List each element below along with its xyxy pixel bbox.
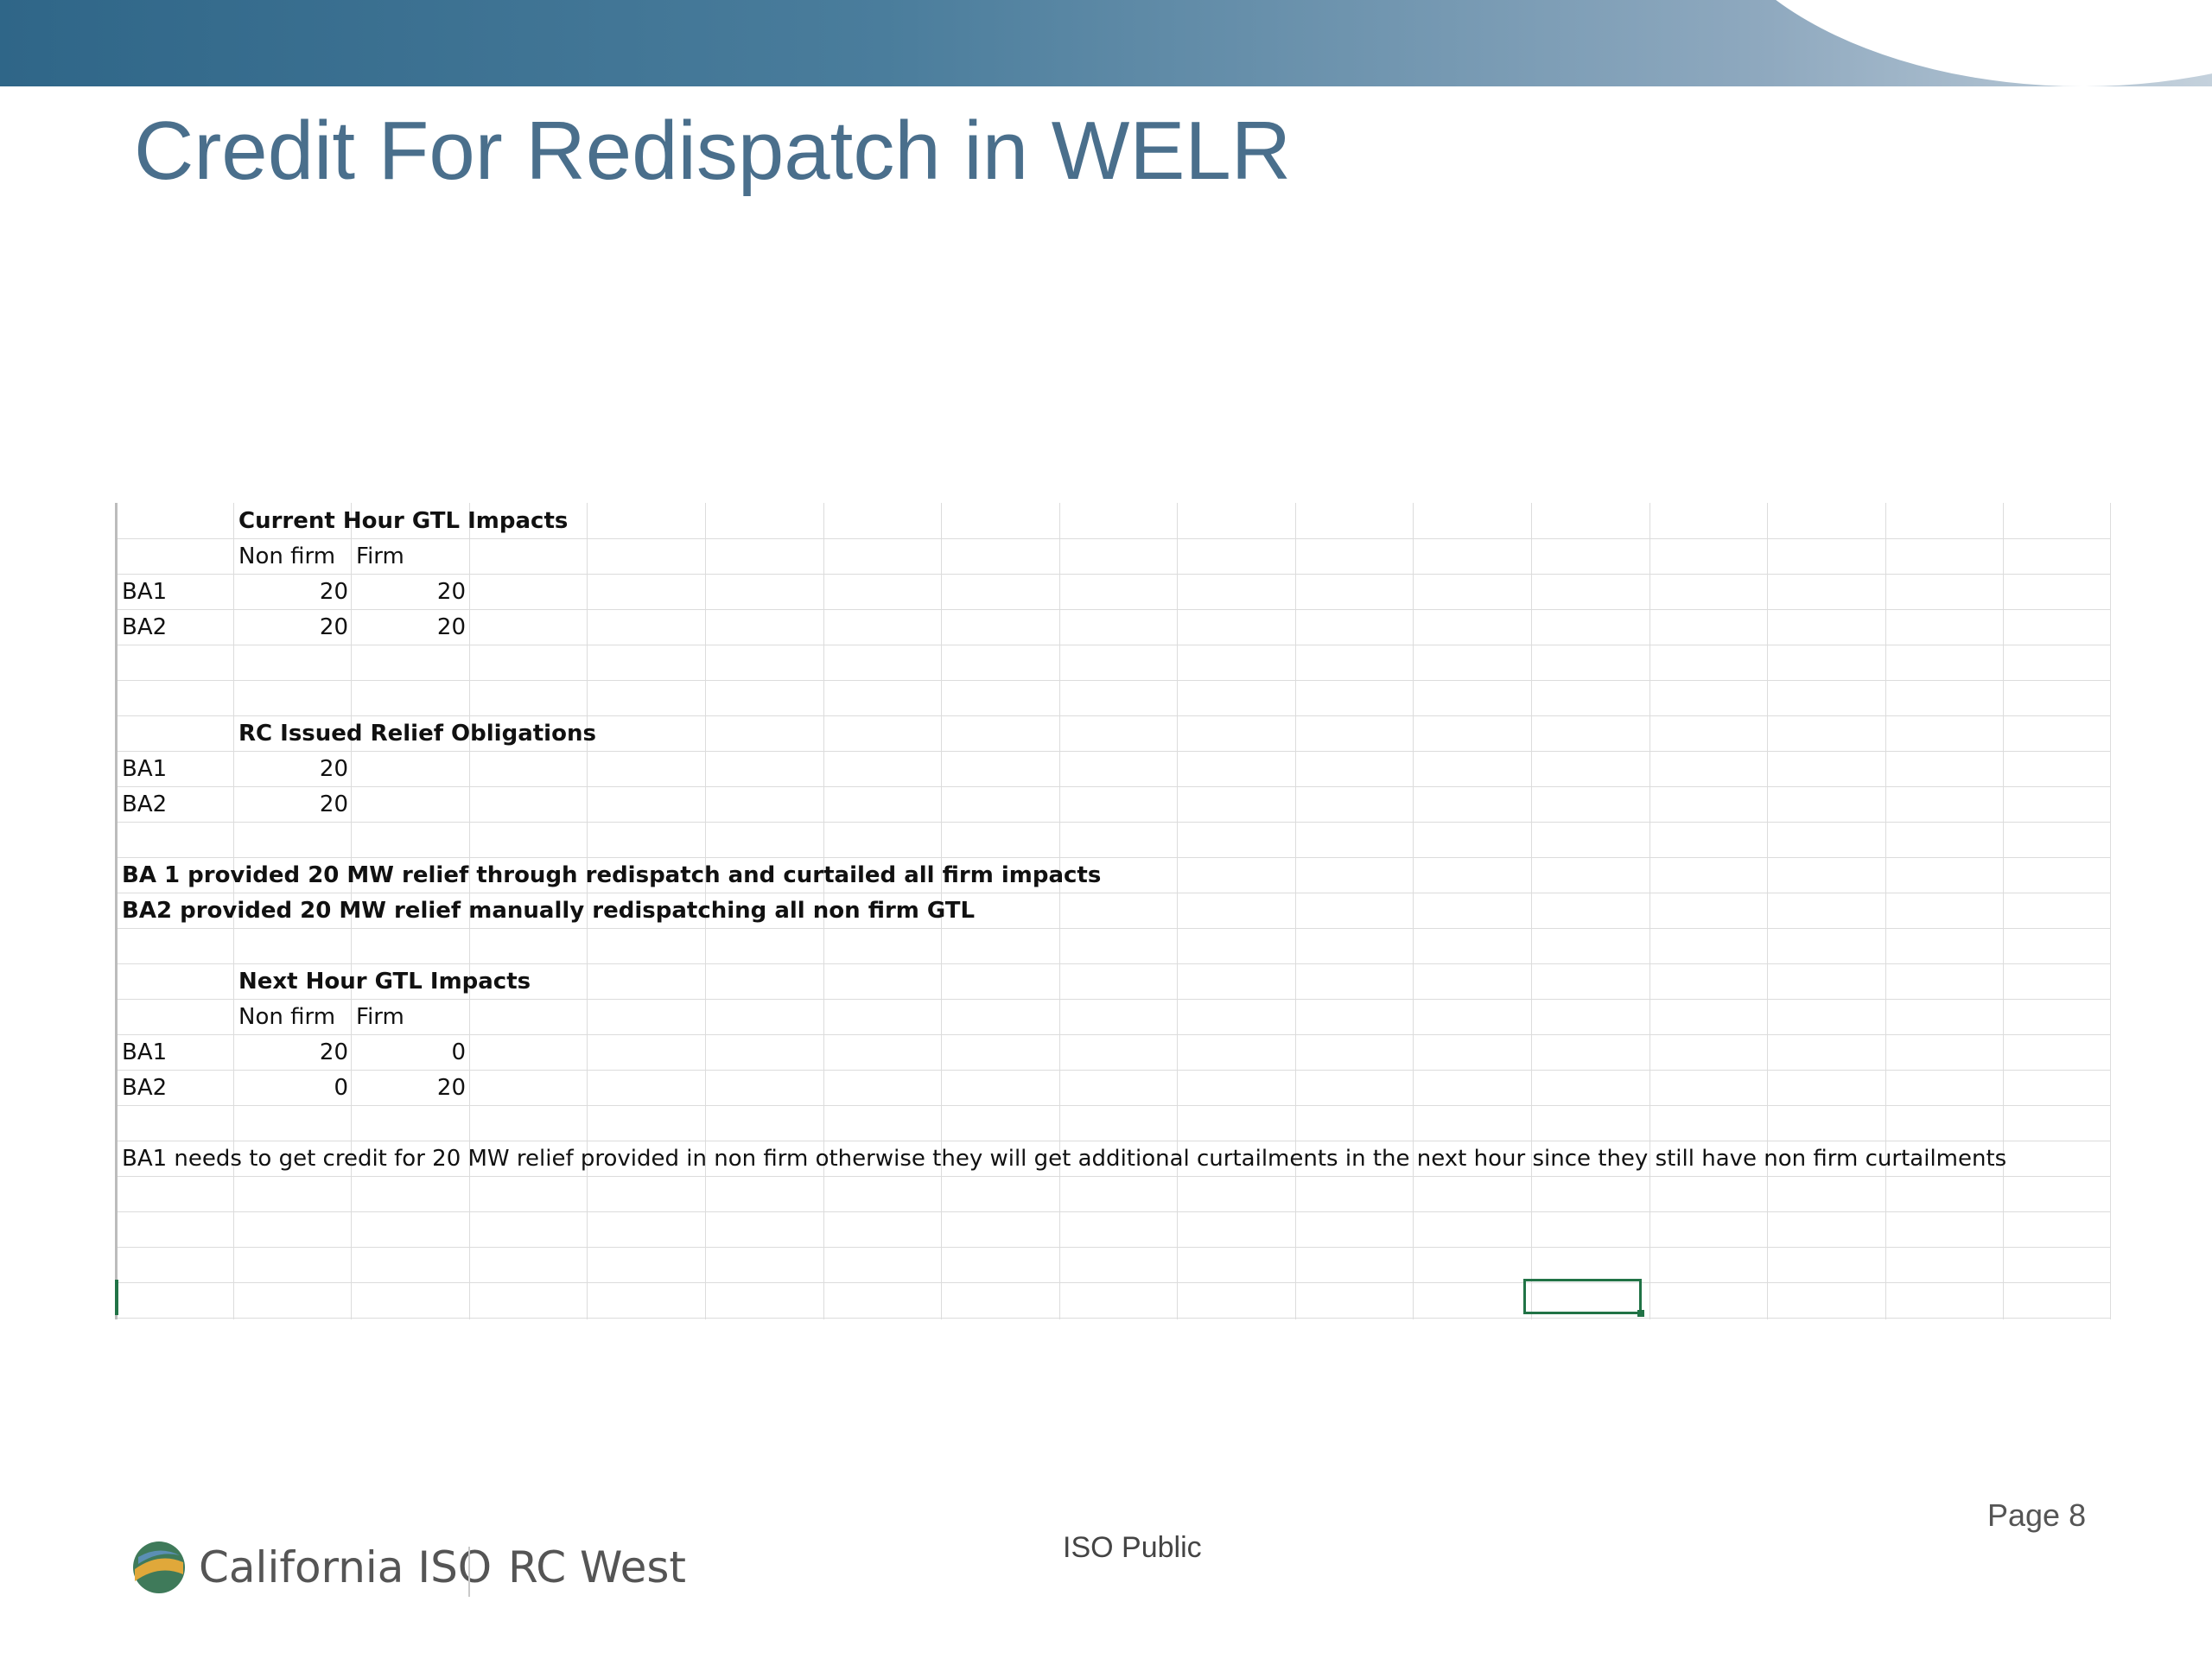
grid-column-line [1531,503,1532,1319]
grid-column-line [2110,503,2111,1319]
grid-column-line [587,503,588,1319]
relief-header: RC Issued Relief Obligations [238,721,596,747]
next-hour-header: Next Hour GTL Impacts [238,969,531,995]
current-hour-row-firm: 20 [436,579,466,605]
relief-row-value: 20 [319,756,348,782]
next-hour-row-nonfirm: 0 [334,1075,348,1101]
grid-row-line [115,1247,2111,1248]
grid-column-line [2003,503,2004,1319]
footer-classification: ISO Public [1063,1531,1202,1564]
grid-column-line [1177,503,1178,1319]
page-number: Page 8 [1987,1497,2087,1533]
grid-column-line [1767,503,1768,1319]
current-hour-col-firm: Firm [356,543,404,569]
selected-cell[interactable] [1523,1279,1642,1314]
slide-title: Credit For Redispatch in WELR [134,105,1292,197]
grid-row-line [115,786,2111,787]
grid-row-line [115,1070,2111,1071]
row-cursor-marker [115,1280,118,1315]
grid-row-line [115,715,2111,716]
relief-row-value: 20 [319,791,348,817]
next-hour-row-label: BA1 [122,1039,168,1065]
note-line: BA 1 provided 20 MW relief through redis… [122,862,1102,888]
current-hour-row-label: BA1 [122,579,168,605]
spreadsheet: Current Hour GTL Impacts Non firm Firm B… [115,503,2111,1319]
relief-row-label: BA2 [122,791,168,817]
banner-curve [1694,0,2212,86]
sheet-left-edge [115,503,118,1319]
brand-secondary: RC West [508,1542,686,1592]
relief-row-label: BA1 [122,756,168,782]
grid-row-line [115,1282,2111,1283]
grid-column-line [941,503,942,1319]
grid-column-line [469,503,470,1319]
grid-column-line [705,503,706,1319]
brand-primary: California ISO [199,1542,493,1592]
grid-row-line [115,1211,2111,1212]
grid-row-line [115,928,2111,929]
grid-row-line [115,1105,2111,1106]
current-hour-row-firm: 20 [436,614,466,640]
next-hour-row-firm: 20 [436,1075,466,1101]
grid-column-line [1413,503,1414,1319]
next-hour-row-firm: 0 [451,1039,466,1065]
grid-row-line [115,680,2111,681]
grid-row-line [115,999,2111,1000]
grid-row-line [115,1318,2111,1319]
grid-row-line [115,609,2111,610]
header-banner [0,0,2212,86]
current-hour-row-nonfirm: 20 [319,579,348,605]
brand-divider [468,1547,470,1597]
current-hour-row-nonfirm: 20 [319,614,348,640]
next-hour-col-firm: Firm [356,1004,404,1030]
current-hour-col-nonfirm: Non firm [238,543,336,569]
grid-row-line [115,1176,2111,1177]
grid-column-line [351,503,352,1319]
next-hour-row-label: BA2 [122,1075,168,1101]
next-hour-col-nonfirm: Non firm [238,1004,336,1030]
grid-column-line [823,503,824,1319]
current-hour-row-label: BA2 [122,614,168,640]
grid-row-line [115,822,2111,823]
note-line: BA2 provided 20 MW relief manually redis… [122,898,976,924]
fill-handle[interactable] [1637,1310,1644,1317]
grid-row-line [115,574,2111,575]
grid-row-line [115,1034,2111,1035]
conclusion-text: BA1 needs to get credit for 20 MW relief… [122,1146,2007,1172]
grid-column-line [233,503,234,1319]
current-hour-header: Current Hour GTL Impacts [238,508,569,534]
grid-row-line [115,857,2111,858]
california-iso-logo-icon [133,1541,185,1593]
grid-column-line [1649,503,1650,1319]
grid-row-line [115,963,2111,964]
next-hour-row-nonfirm: 20 [319,1039,348,1065]
grid-column-line [1885,503,1886,1319]
grid-row-line [115,751,2111,752]
grid-row-line [115,538,2111,539]
grid-column-line [1295,503,1296,1319]
grid-column-line [1059,503,1060,1319]
